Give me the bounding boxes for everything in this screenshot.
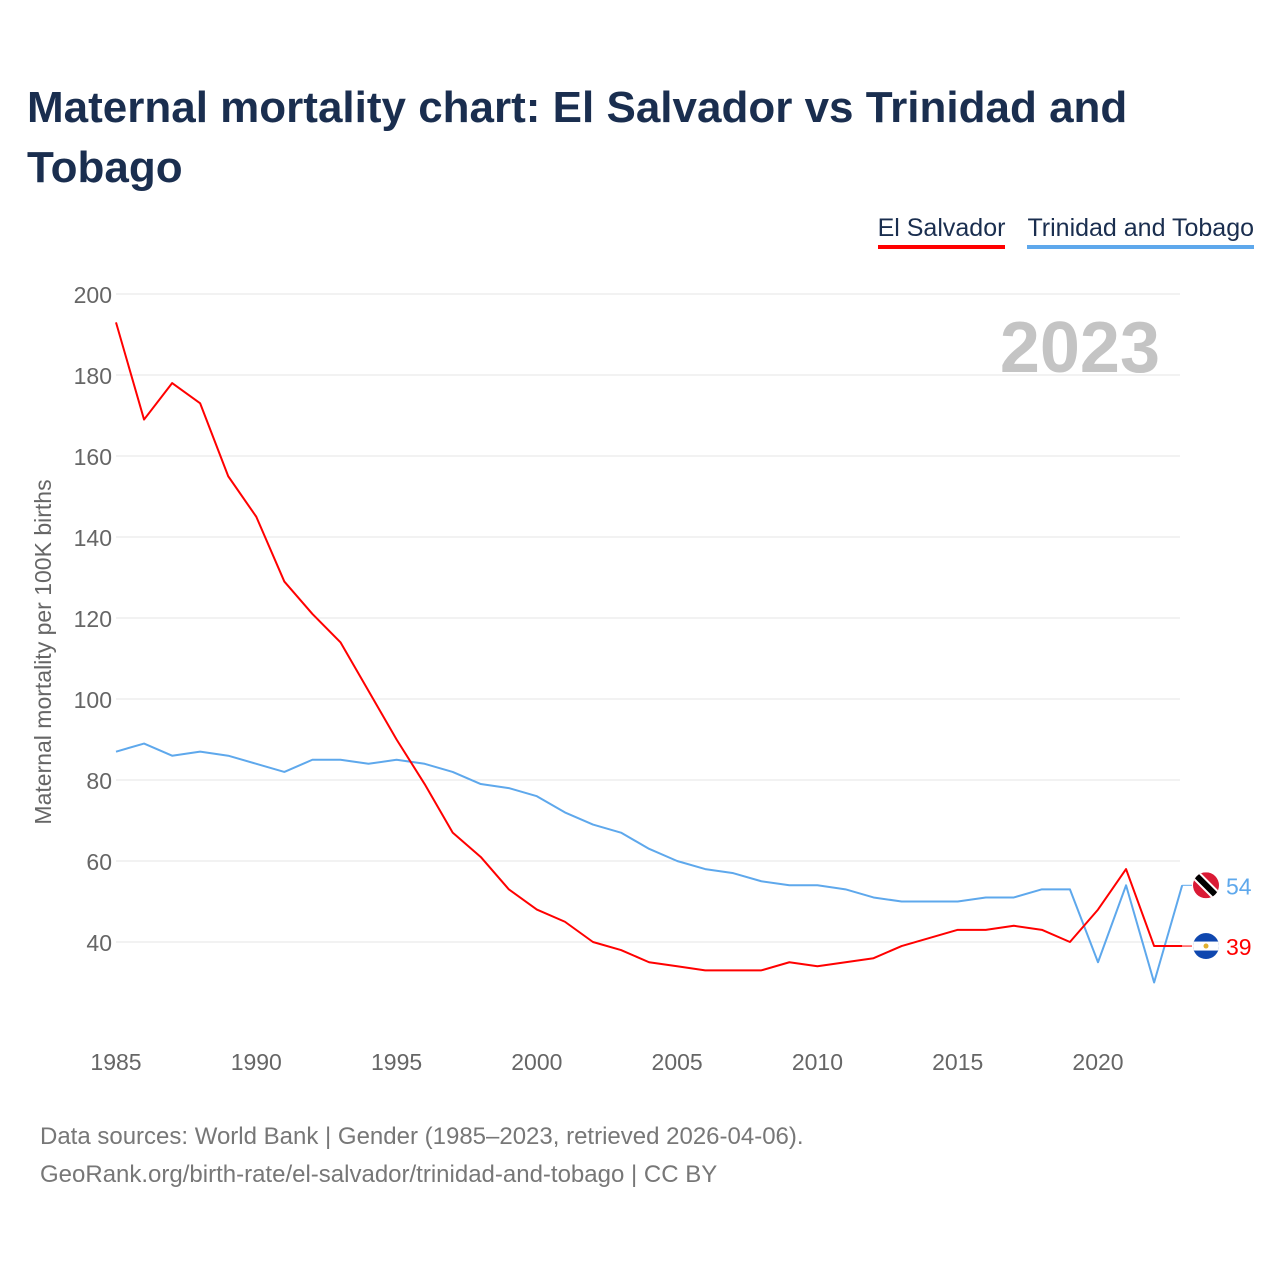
x-tick-label: 2000: [511, 1049, 562, 1075]
y-axis-label: Maternal mortality per 100K births: [30, 479, 56, 824]
y-tick-label: 180: [74, 363, 112, 389]
x-tick-label: 1995: [371, 1049, 422, 1075]
trinidad-and-tobago-flag-icon: [1193, 872, 1219, 899]
x-tick-label: 1990: [231, 1049, 282, 1075]
y-tick-label: 120: [74, 606, 112, 632]
series-line-trinidad-and-tobago: [115, 742, 1184, 984]
x-tick-label: 2010: [792, 1049, 843, 1075]
url-text: GeoRank.org/birth-rate/el-salvador/trini…: [40, 1161, 718, 1188]
series-line-el-salvador: [115, 322, 1183, 972]
year-watermark: 2023: [1000, 308, 1160, 388]
line-chart: 40 60 80 100 120 140 160 180 200 1985 1990 1995 2000…: [30, 282, 1252, 1075]
source-text: Data sources: World Bank | Gender (1985–…: [40, 1123, 804, 1150]
y-tick-label: 200: [74, 282, 112, 308]
chart-title: Maternal mortality chart: El Salvador vs…: [27, 83, 1128, 192]
y-tick-label: 60: [86, 849, 112, 875]
end-value-label: 39: [1226, 934, 1252, 960]
legend: El Salvador Trinidad and Tobago: [877, 214, 1254, 249]
x-tick-label: 2020: [1072, 1049, 1123, 1075]
x-tick-label: 2005: [652, 1049, 703, 1075]
y-tick-label: 80: [86, 768, 112, 794]
el-salvador-flag-icon: [1193, 933, 1219, 960]
y-tick-label: 100: [74, 687, 112, 713]
x-tick-label: 2015: [932, 1049, 983, 1075]
y-tick-label: 160: [74, 444, 112, 470]
y-tick-label: 140: [74, 525, 112, 551]
y-tick-label: 40: [86, 930, 112, 956]
x-tick-label: 1985: [90, 1049, 141, 1075]
legend-el-salvador[interactable]: El Salvador: [877, 214, 1006, 249]
footer: Data sources: World Bank | Gender (1985–…: [40, 1118, 804, 1194]
end-value-label: 54: [1226, 873, 1252, 899]
legend-trinidad-and-tobago[interactable]: Trinidad and Tobago: [1027, 214, 1254, 249]
